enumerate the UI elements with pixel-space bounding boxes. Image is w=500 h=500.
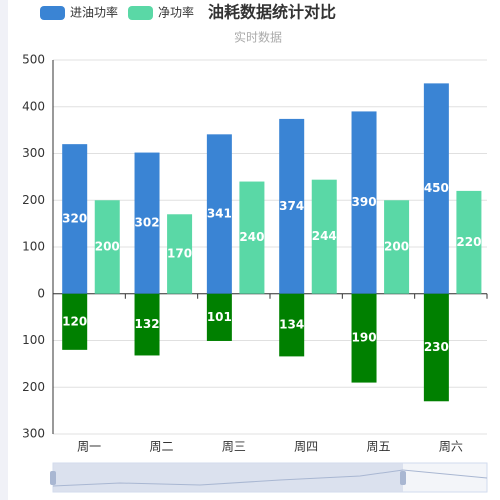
value-label: 132 bbox=[135, 317, 160, 331]
x-tick-label: 周一 bbox=[77, 440, 101, 454]
zoom-handle[interactable] bbox=[400, 471, 406, 485]
value-label: 134 bbox=[279, 318, 304, 332]
legend-swatch bbox=[128, 6, 153, 20]
legend: 进油功率 净功率 bbox=[40, 5, 194, 20]
chart-title: 油耗数据统计对比 bbox=[208, 3, 336, 22]
bar bbox=[134, 293, 160, 356]
bar bbox=[351, 293, 377, 383]
zoom-handle[interactable] bbox=[50, 471, 56, 485]
bar bbox=[167, 214, 193, 294]
bar bbox=[62, 293, 88, 350]
value-label: 240 bbox=[239, 230, 264, 244]
bar bbox=[423, 83, 449, 294]
y-tick-label: 100 bbox=[22, 240, 45, 254]
value-label: 101 bbox=[207, 310, 232, 324]
x-tick-label: 周五 bbox=[366, 440, 390, 454]
y-tick-label: 200 bbox=[22, 380, 45, 394]
legend-label: 净功率 bbox=[158, 5, 194, 20]
value-label: 190 bbox=[352, 331, 377, 345]
zoom-shadow bbox=[52, 469, 488, 487]
side-strip bbox=[0, 0, 8, 500]
value-label: 200 bbox=[95, 240, 120, 254]
bar bbox=[351, 111, 377, 294]
bar bbox=[206, 293, 232, 341]
value-label: 341 bbox=[207, 207, 232, 221]
bar bbox=[279, 293, 305, 357]
value-label: 390 bbox=[352, 195, 377, 209]
value-label: 220 bbox=[456, 235, 481, 249]
bar bbox=[384, 200, 410, 294]
value-label: 302 bbox=[135, 216, 160, 230]
value-label: 320 bbox=[62, 211, 87, 225]
x-tick-label: 周三 bbox=[222, 440, 246, 454]
value-label: 170 bbox=[167, 247, 192, 261]
bar bbox=[134, 152, 160, 294]
zoom-window[interactable] bbox=[53, 463, 403, 492]
y-tick-label: 500 bbox=[22, 53, 45, 67]
y-tick-label: 0 bbox=[37, 286, 45, 300]
bar bbox=[94, 200, 120, 294]
x-tick-label: 周二 bbox=[149, 440, 173, 454]
y-tick-label: 200 bbox=[22, 193, 45, 207]
bar bbox=[239, 181, 265, 294]
data-zoom[interactable] bbox=[50, 462, 488, 493]
bar bbox=[423, 293, 449, 402]
value-label: 230 bbox=[424, 340, 449, 354]
y-tick-label: 300 bbox=[22, 146, 45, 160]
y-tick-label: 400 bbox=[22, 99, 45, 113]
bar bbox=[206, 134, 232, 294]
bar bbox=[279, 118, 305, 294]
x-tick-label: 周四 bbox=[294, 440, 318, 454]
value-label: 374 bbox=[279, 199, 304, 213]
bar bbox=[311, 179, 337, 294]
value-label: 200 bbox=[384, 240, 409, 254]
bar bbox=[456, 190, 482, 294]
value-label: 244 bbox=[312, 229, 337, 243]
x-tick-label: 周六 bbox=[439, 440, 463, 454]
value-label: 450 bbox=[424, 181, 449, 195]
legend-label: 进油功率 bbox=[70, 5, 118, 20]
bar bbox=[62, 144, 88, 294]
chart-subtitle: 实时数据 bbox=[234, 30, 282, 45]
legend-swatch bbox=[40, 6, 65, 20]
y-tick-label: 100 bbox=[22, 333, 45, 347]
value-label: 120 bbox=[62, 314, 87, 328]
y-tick-label: 300 bbox=[22, 427, 45, 441]
